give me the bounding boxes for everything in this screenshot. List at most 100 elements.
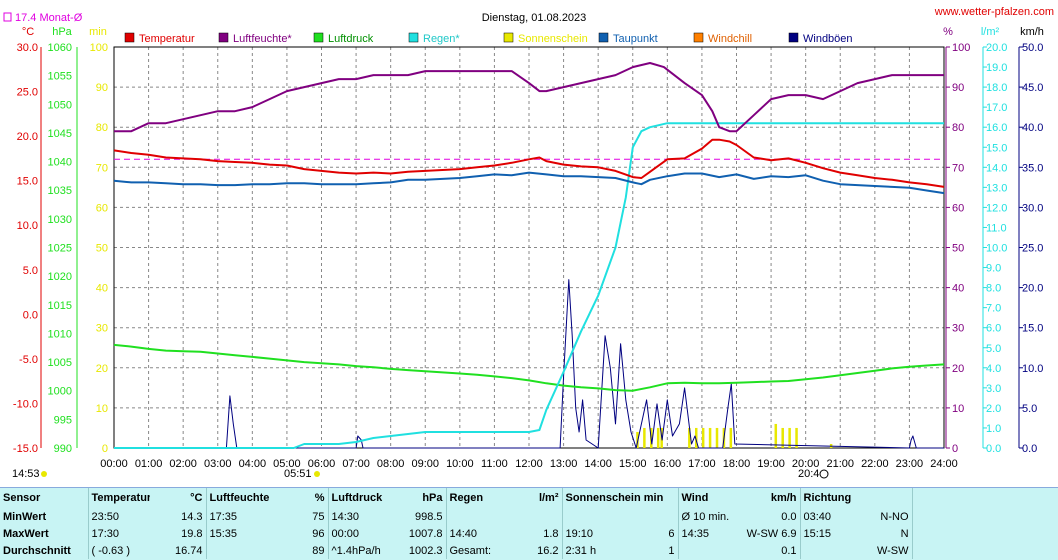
- stats-row: MinWert 23:50 14.3 17:35 75 14:30 998.5 Ø 10 mi…: [0, 508, 1058, 525]
- y-tick-label-wind: 30.0: [1022, 202, 1043, 214]
- x-tick-label: 10:00: [446, 458, 474, 470]
- x-tick-label: 17:00: [688, 458, 716, 470]
- stats-cell-w-time: [677, 542, 743, 559]
- x-tick-label: 23:00: [896, 458, 924, 470]
- legend-swatch: [408, 32, 419, 43]
- stats-cell-p-time: ^1.4hPa/h: [327, 542, 388, 559]
- legend-label: Taupunkt: [613, 33, 658, 45]
- sunrise-icon: [314, 471, 320, 477]
- y-tick-label-pressure: 990: [54, 443, 72, 455]
- stats-row: MaxWert 17:30 19.8 15:35 96 00:00 1007.8 14:40 1…: [0, 525, 1058, 542]
- website-link[interactable]: www.wetter-pfalzen.com: [934, 6, 1054, 18]
- y-tick-label-sun: 60: [96, 202, 108, 214]
- y-tick-label-pressure: 1025: [48, 243, 72, 255]
- chart-axes: 00:00 01:00 02:00 03:00 04:00 05:00 06:00 07:00…: [13, 26, 1044, 470]
- x-tick-label: 13:00: [550, 458, 578, 470]
- y-tick-label-sun: 40: [96, 283, 108, 295]
- y-tick-label-wind: 25.0: [1022, 243, 1043, 255]
- y-tick-label-pressure: 1060: [48, 42, 72, 54]
- stats-cell-h-time: [205, 542, 270, 559]
- legend-label: Windchill: [708, 33, 752, 45]
- y-tick-label-wind: 15.0: [1022, 323, 1043, 335]
- legend-label: Windböen: [803, 33, 853, 45]
- stats-cell-w-val: 0.1: [781, 544, 797, 557]
- y-tick-label-humidity: 20: [952, 363, 964, 375]
- y-tick-label-temp: 15.0: [17, 176, 38, 188]
- stats-cell-t-val: 14.3: [181, 510, 203, 523]
- sunshine-bar: [774, 423, 778, 448]
- x-tick-label: 07:00: [342, 458, 370, 470]
- x-tick-label: 06:00: [308, 458, 336, 470]
- stats-cell-w-val: W-SW 6.9: [746, 527, 797, 540]
- x-tick-label: 04:00: [239, 458, 267, 470]
- x-tick-label: 11:00: [481, 458, 508, 470]
- stats-header-hum: Luftfeuchte: [205, 488, 270, 508]
- x-tick-label: 00:00: [100, 458, 128, 470]
- y-tick-label-wind: 45.0: [1022, 82, 1043, 94]
- series-line-luftdruck: [113, 343, 945, 392]
- sunshine-bar: [788, 427, 791, 448]
- y-tick-label-rain: 20.0: [986, 42, 1007, 54]
- y-tick-label-humidity: 100: [952, 42, 970, 54]
- y-tick-label-rain: 5.0: [986, 343, 1001, 355]
- stats-row: Durchschnitt ( -0.63 ) 16.74 89 ^1.4hPa/h 100…: [0, 542, 1058, 559]
- chart-grid: [113, 46, 945, 449]
- y-tick-label-temp: 30.0: [17, 42, 38, 54]
- y-tick-label-rain: 16.0: [986, 122, 1007, 134]
- x-tick-label: 20:00: [792, 458, 820, 470]
- series-line-luftfeuchte: [114, 62, 944, 133]
- y-tick-label-rain: 15.0: [986, 142, 1007, 154]
- y-tick-label-rain: 14.0: [986, 162, 1007, 174]
- stats-cell-r-time: Gesamt:: [445, 542, 510, 559]
- stats-header-press: Luftdruck: [327, 488, 388, 508]
- y-tick-label-humidity: 70: [952, 162, 964, 174]
- chart-background: [0, 0, 1058, 487]
- y-tick-label-pressure: 1045: [48, 128, 72, 140]
- y-tick-label-rain: 9.0: [986, 263, 1001, 275]
- y-tick-label-pressure: 1020: [48, 271, 72, 283]
- stats-cell-s-val: [642, 508, 678, 525]
- x-tick-label: 14:00: [584, 458, 612, 470]
- stats-header-rain: Regen: [445, 488, 510, 508]
- stats-cell-s-time: [561, 508, 642, 525]
- stats-cell-t-val: 16.74: [174, 544, 203, 557]
- y-tick-label-rain: 0.0: [986, 443, 1001, 455]
- x-tick-label: 01:00: [135, 458, 163, 470]
- y-tick-label-pressure: 1030: [48, 214, 72, 226]
- stats-cell-r-time: [445, 508, 510, 525]
- sun-icon: [41, 471, 47, 477]
- stats-cell-h-val: 75: [312, 510, 325, 523]
- y-tick-label-pressure: 1040: [48, 157, 72, 169]
- y-tick-label-humidity: 90: [952, 82, 964, 94]
- stats-cell-w-time: Ø 10 min.: [677, 508, 743, 525]
- x-tick-label: 15:00: [619, 458, 647, 470]
- y-tick-label-pressure: 1010: [48, 328, 72, 340]
- sunshine-bar: [643, 427, 646, 448]
- y-tick-label-sun: 0: [102, 443, 108, 455]
- y-unit-pressure: hPa: [52, 26, 72, 38]
- y-tick-label-rain: 6.0: [986, 323, 1001, 335]
- stats-cell-d-time: 15:15: [799, 525, 861, 542]
- y-tick-label-temp: 5.0: [23, 265, 38, 277]
- legend-label: Temperatur: [139, 33, 195, 45]
- y-tick-label-sun: 70: [96, 162, 108, 174]
- weather-chart: 00:00 01:00 02:00 03:00 04:00 05:00 06:00 07:00…: [0, 0, 1058, 487]
- legend-swatch: [693, 32, 704, 43]
- stats-cell-t-time: 17:30: [87, 525, 150, 542]
- moon-icon: [819, 469, 829, 479]
- legend-label: Regen*: [423, 33, 460, 45]
- stats-cell-s-time: 19:10: [561, 525, 642, 542]
- sunshine-bar: [715, 427, 719, 448]
- x-tick-label: 08:00: [377, 458, 405, 470]
- stats-header-row: Sensor Temperatur °C Luftfeuchte % Luftd…: [0, 488, 1058, 508]
- y-tick-label-rain: 4.0: [986, 363, 1001, 375]
- stats-cell-t-time: ( -0.63 ): [87, 542, 150, 559]
- sunshine-bar: [781, 427, 784, 448]
- y-tick-label-wind: 5.0: [1022, 403, 1037, 415]
- month-avg-icon: [3, 12, 12, 22]
- y-tick-label-temp: 20.0: [17, 131, 38, 143]
- y-tick-label-rain: 2.0: [986, 403, 1001, 415]
- y-tick-label-rain: 12.0: [986, 202, 1007, 214]
- x-tick-label: 24:00: [930, 458, 958, 470]
- y-tick-label-humidity: 80: [952, 122, 964, 134]
